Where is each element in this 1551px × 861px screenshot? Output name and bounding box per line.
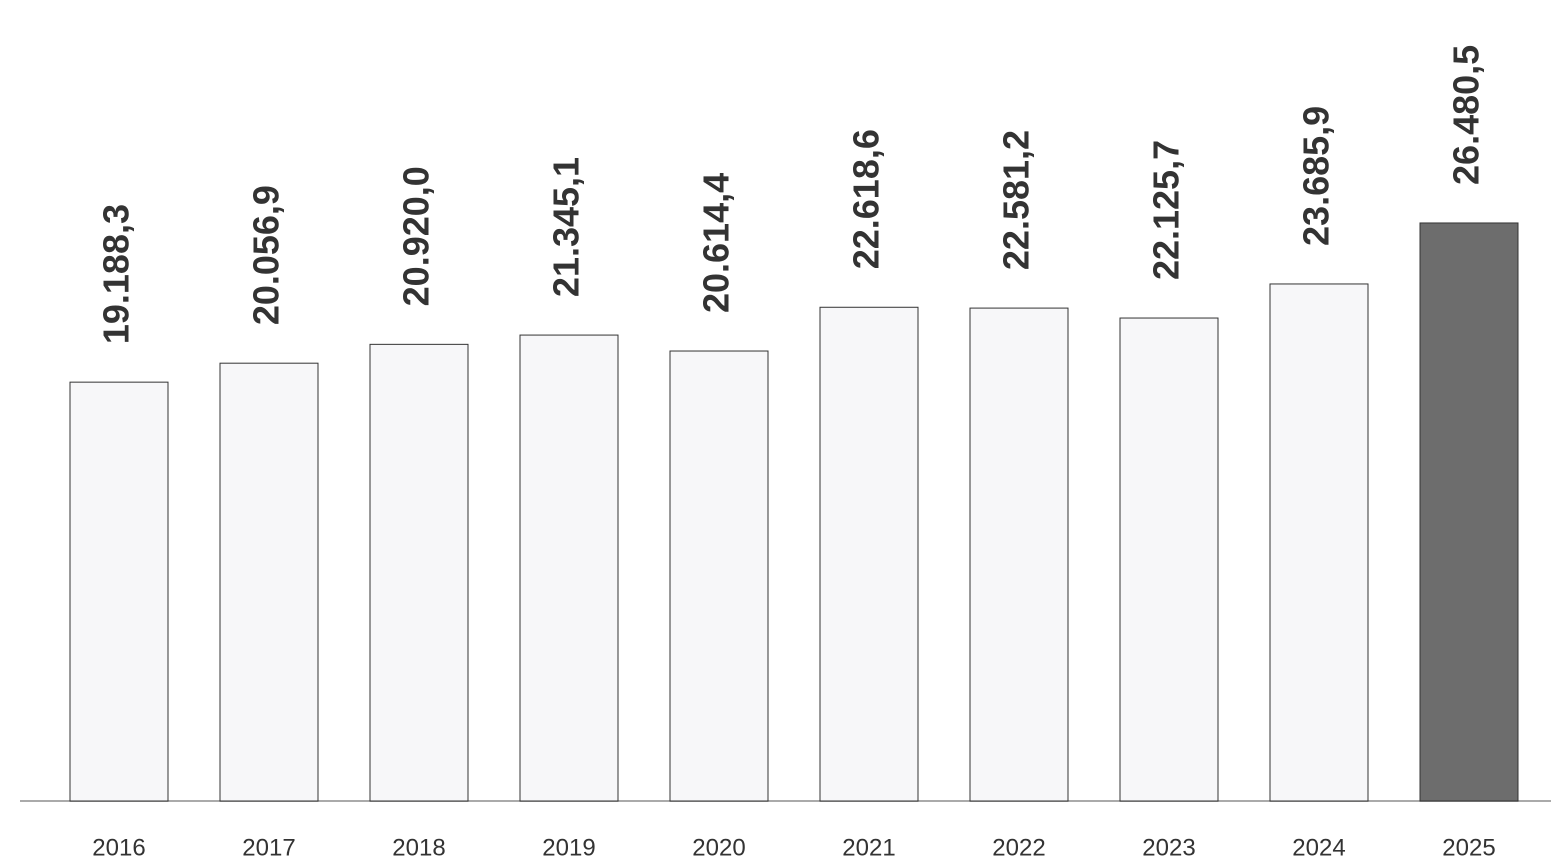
value-label: 19.188,3	[96, 204, 137, 344]
x-tick-label: 2018	[392, 834, 445, 861]
x-tick-label: 2021	[842, 834, 895, 861]
bar	[369, 343, 469, 802]
x-tick-label: 2023	[1142, 834, 1195, 861]
bar	[519, 334, 619, 802]
value-label: 20.614,4	[696, 173, 737, 313]
x-tick-label: 2022	[992, 834, 1045, 861]
bar	[969, 307, 1069, 802]
value-label: 21.345,1	[546, 157, 587, 297]
bar	[219, 362, 319, 802]
value-label: 20.920,0	[396, 166, 437, 306]
bar	[1269, 283, 1369, 802]
x-tick-label: 2017	[242, 834, 295, 861]
x-tick-label: 2024	[1292, 834, 1345, 861]
x-tick-label: 2019	[542, 834, 595, 861]
x-tick-label: 2016	[92, 834, 145, 861]
bar	[69, 381, 169, 802]
value-label: 22.618,6	[846, 129, 887, 269]
value-label: 26.480,5	[1446, 45, 1487, 185]
x-tick-label: 2025	[1442, 834, 1495, 861]
bar	[1119, 317, 1219, 802]
x-tick-label: 2020	[692, 834, 745, 861]
value-label: 22.125,7	[1146, 140, 1187, 280]
bar	[1419, 222, 1519, 802]
value-label: 20.056,9	[246, 185, 287, 325]
bar	[669, 350, 769, 802]
value-label: 23.685,9	[1296, 106, 1337, 246]
value-label: 22.581,2	[996, 130, 1037, 270]
bar	[819, 306, 919, 802]
